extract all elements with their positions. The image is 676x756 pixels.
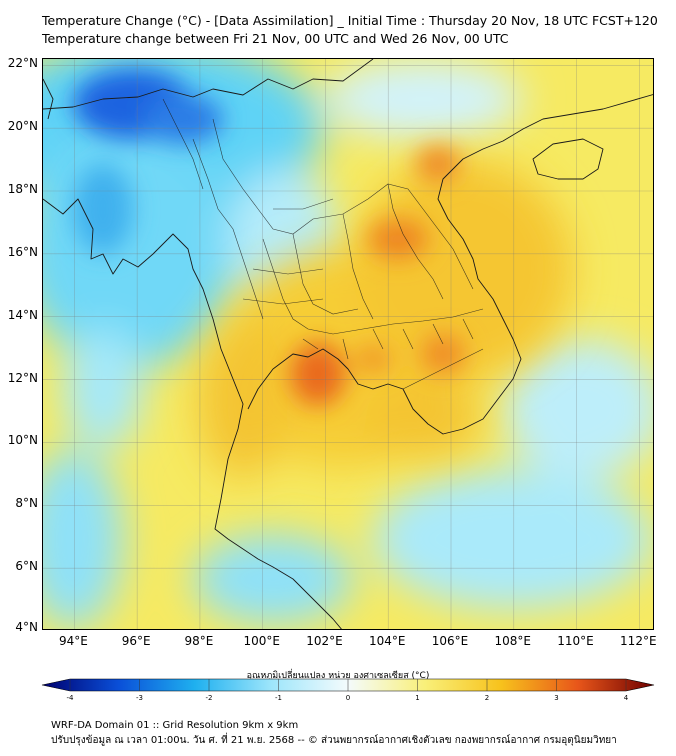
- latitude-tick-label: 16°N: [7, 244, 38, 259]
- graticule: [43, 59, 653, 629]
- northern-border: [43, 59, 374, 110]
- temperature-field: [43, 59, 653, 629]
- longitude-tick-label: 108°E: [494, 634, 532, 648]
- latitude-tick-label: 10°N: [7, 433, 38, 448]
- latitude-tick-label: 4°N: [15, 620, 38, 634]
- colorbar-tick-label: 3: [554, 694, 559, 702]
- cambodia-border: [402, 348, 484, 390]
- deep-cold-regions: [73, 69, 223, 254]
- coastlines: [43, 59, 653, 629]
- longitude-tick-label: 110°E: [557, 634, 594, 648]
- latitude-tick-label: 18°N: [7, 182, 38, 196]
- colorbar-tick-marks: [69, 679, 627, 691]
- latitude-tick-label: 14°N: [7, 307, 38, 322]
- colorbar-tick-label: -3: [136, 694, 143, 702]
- longitude-tick-label: 98°E: [184, 634, 214, 648]
- hot-anomaly-regions: [290, 146, 465, 406]
- province-line-1: [342, 213, 374, 320]
- colorbar-tick-label: -1: [275, 694, 282, 702]
- colorbar-tick-label: 2: [484, 694, 490, 702]
- temperature-map: [42, 58, 654, 630]
- colorbar: [41, 678, 655, 692]
- province-line-3: [387, 183, 444, 300]
- latitude-tick-label: 22°N: [7, 56, 38, 71]
- longitude-tick-label: 102°E: [306, 634, 343, 648]
- latitude-tick-label: 6°N: [15, 559, 38, 574]
- longitude-tick-label: 112°E: [620, 634, 657, 648]
- country-border-central: [262, 238, 484, 335]
- colorbar-tick-label: 4: [623, 694, 629, 702]
- longitude-tick-label: 100°E: [243, 634, 280, 648]
- colorbar-tick-label: -4: [66, 694, 74, 702]
- myanmar-state-line: [162, 98, 204, 190]
- colorbar-tick-label: 0: [345, 694, 351, 702]
- footer-credit: ปรับปรุงข้อมูล ณ เวลา 01:00น. วัน ศ. ที่…: [51, 735, 617, 746]
- longitude-tick-label: 104°E: [368, 634, 406, 648]
- province-borders: [162, 98, 484, 390]
- footer-domain-info: WRF-DA Domain 01 :: Grid Resolution 9km …: [51, 720, 299, 731]
- colorbar-tick-label: -2: [205, 694, 213, 702]
- province-lines-south: [302, 318, 474, 360]
- colorbar-label: อุณหภูมิเปลี่ยนแปลง หน่วย องศาเซลเซียส (…: [246, 671, 430, 681]
- western-coastline: [43, 198, 342, 629]
- gulf-and-vietnam-coastline: [247, 94, 653, 435]
- western-edge: [43, 78, 54, 120]
- longitude-tick-label: 94°E: [58, 634, 88, 648]
- country-border-west: [192, 138, 264, 320]
- latitude-tick-label: 20°N: [7, 119, 38, 134]
- latitude-tick-label: 8°N: [15, 496, 38, 511]
- longitude-tick-label: 96°E: [121, 634, 151, 648]
- province-lines-interior: [242, 198, 334, 305]
- map-title: Temperature Change (°C) - [Data Assimila…: [42, 13, 658, 28]
- map-subtitle: Temperature change between Fri 21 Nov, 0…: [42, 31, 509, 46]
- longitude-tick-label: 106°E: [431, 634, 469, 648]
- latitude-tick-label: 12°N: [7, 370, 38, 385]
- hainan-island: [532, 138, 604, 180]
- colorbar-tick-label: 1: [415, 694, 420, 702]
- country-border-north: [212, 118, 474, 290]
- province-line-2: [292, 233, 359, 315]
